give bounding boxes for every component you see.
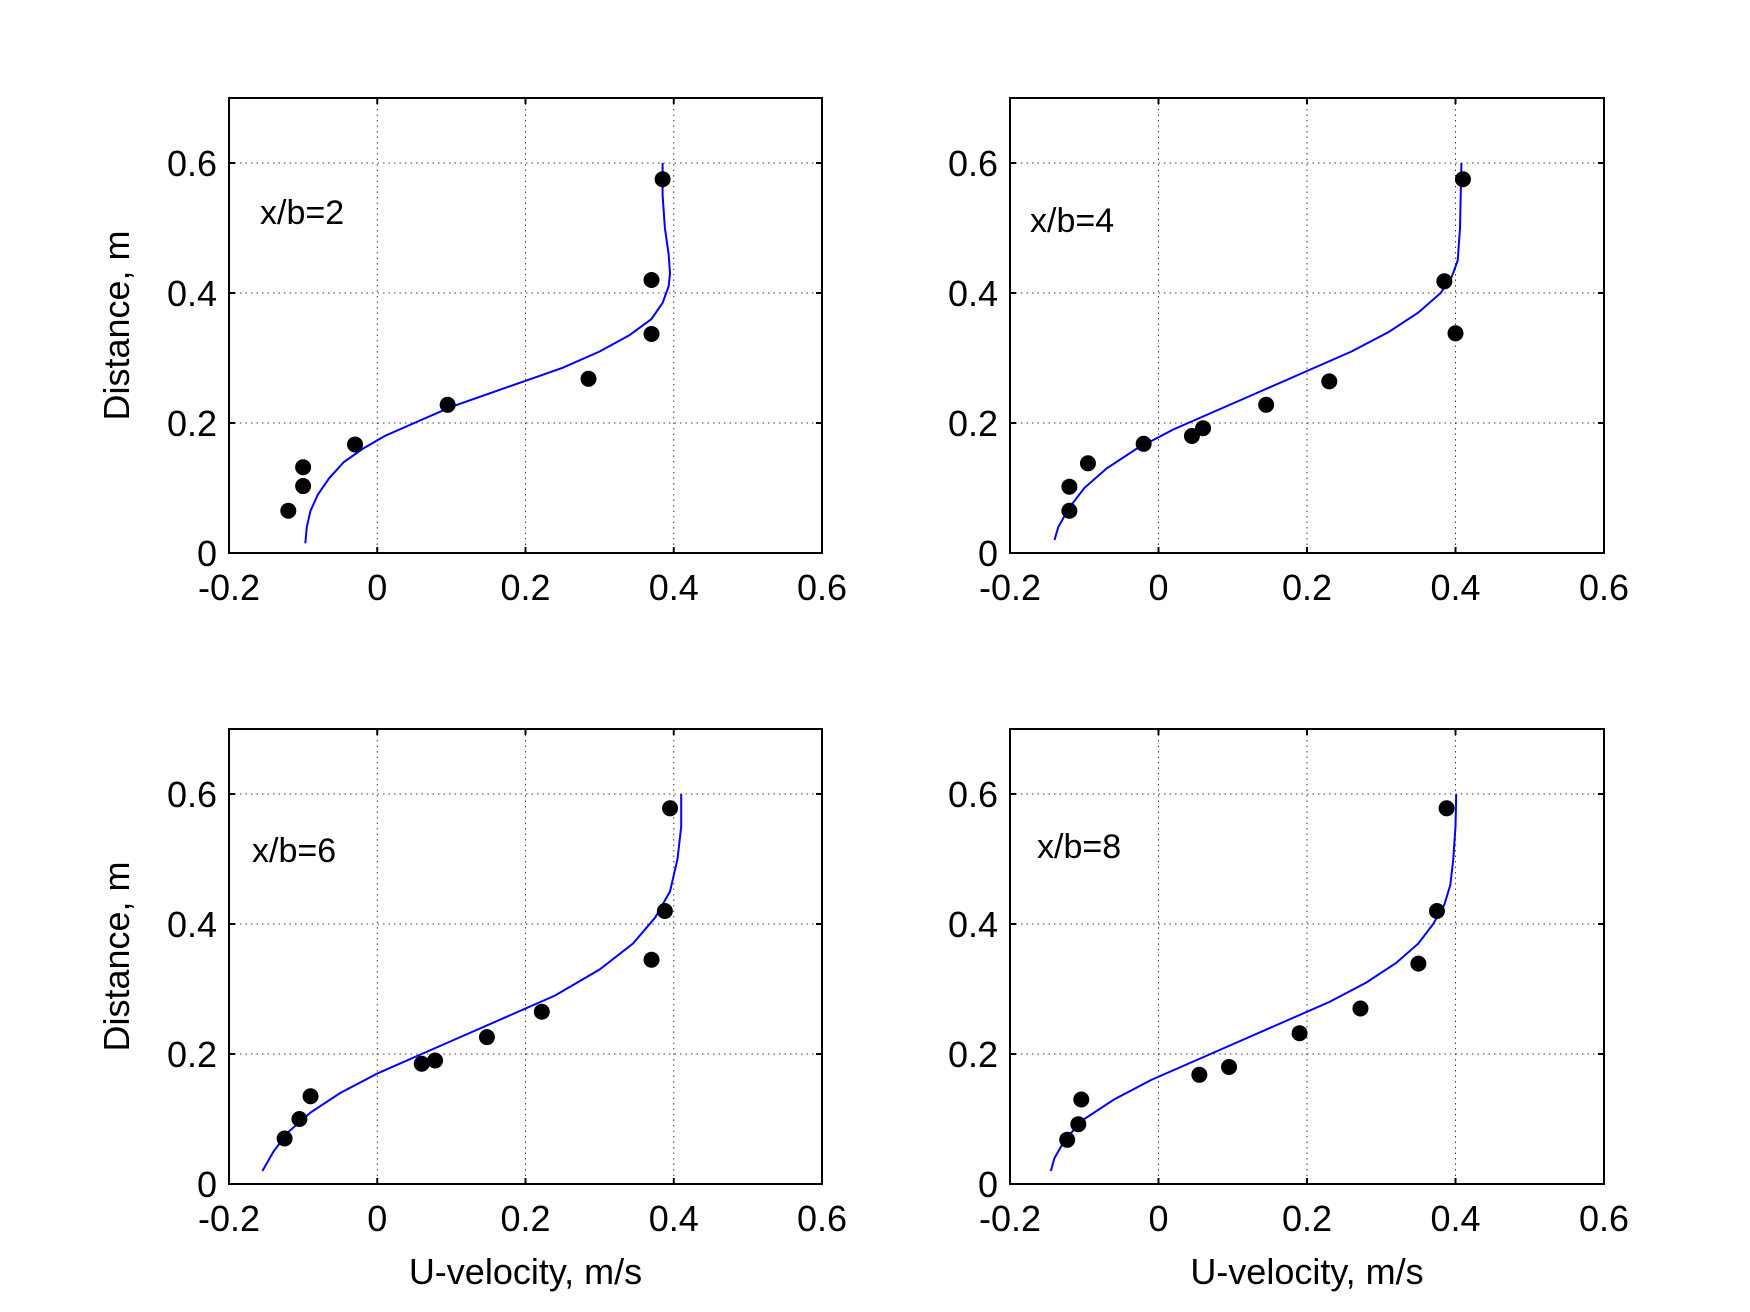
- data-point: [1352, 1000, 1369, 1017]
- y-tick-label: 0: [197, 1164, 217, 1205]
- data-point: [643, 951, 660, 968]
- panel-annotation: x/b=8: [1037, 828, 1121, 866]
- data-point: [1321, 373, 1338, 390]
- data-point: [1454, 171, 1471, 188]
- axes-box: [1009, 728, 1605, 1185]
- x-tick-label: 0.4: [1430, 567, 1480, 608]
- data-point: [302, 1088, 319, 1105]
- y-tick-label: 0: [978, 533, 998, 574]
- panel-4: -0.2 0 0.2 0.4 0.600.20.40.6U-velocity, m/sx…: [948, 728, 1629, 1292]
- y-tick-label: 0.2: [167, 1034, 217, 1075]
- x-tick-label: -0.2: [198, 567, 260, 608]
- x-tick-label: 0.6: [797, 1198, 847, 1239]
- data-point: [1073, 1091, 1090, 1108]
- data-point: [1195, 420, 1212, 437]
- data-point: [291, 1111, 308, 1127]
- y-tick-label: 0.6: [948, 143, 998, 184]
- y-tick-label: 0.4: [948, 273, 998, 314]
- data-point: [478, 1029, 495, 1046]
- x-tick-label: 0.4: [649, 1198, 699, 1239]
- data-point: [643, 272, 660, 288]
- y-tick-label: 0: [978, 1164, 998, 1205]
- x-tick-label: 0: [367, 1198, 387, 1239]
- axes-box: [228, 97, 823, 554]
- x-tick-label: -0.2: [198, 1198, 260, 1239]
- x-tick-label: 0: [1148, 1198, 1168, 1239]
- x-axis-title: U-velocity, m/s: [409, 1251, 642, 1292]
- y-tick-label: 0.6: [948, 774, 998, 815]
- data-point: [662, 800, 679, 817]
- x-axis-title: U-velocity, m/s: [1190, 1251, 1423, 1292]
- data-point: [1428, 903, 1445, 919]
- data-point: [295, 478, 312, 495]
- data-point: [347, 436, 364, 453]
- y-tick-label: 0.2: [167, 403, 217, 444]
- y-axis-title: Distance, m: [96, 861, 137, 1051]
- y-tick-label: 0.6: [167, 774, 217, 815]
- x-tick-label: -0.2: [979, 567, 1041, 608]
- data-point: [1061, 502, 1078, 519]
- x-tick-label: 0.4: [649, 567, 699, 608]
- panel-annotation: x/b=4: [1030, 202, 1114, 240]
- axes-box: [228, 728, 823, 1185]
- data-point: [280, 502, 297, 519]
- data-point: [656, 903, 673, 919]
- x-tick-label: 0.6: [797, 567, 847, 608]
- data-point: [1059, 1131, 1076, 1148]
- data-point: [1061, 478, 1078, 495]
- data-point: [533, 1003, 550, 1020]
- data-point: [1191, 1066, 1208, 1083]
- data-point: [295, 459, 312, 476]
- data-point: [413, 1055, 430, 1072]
- y-tick-label: 0.2: [948, 403, 998, 444]
- model-profile-line: [304, 163, 672, 544]
- x-tick-label: 0.6: [1579, 1198, 1629, 1239]
- x-tick-label: 0.2: [500, 1198, 550, 1239]
- data-point: [1135, 435, 1152, 452]
- x-tick-label: 0.6: [1579, 567, 1629, 608]
- panel-2: -0.2 0 0.2 0.4 0.600.20.40.6x/b=4: [948, 97, 1629, 608]
- data-point: [1410, 955, 1427, 972]
- data-point: [439, 396, 456, 413]
- axes-box: [1009, 97, 1605, 554]
- x-tick-label: -0.2: [979, 1198, 1041, 1239]
- panel-annotation: x/b=6: [252, 832, 336, 870]
- data-point: [1258, 396, 1275, 413]
- x-tick-label: 0.4: [1430, 1198, 1480, 1239]
- data-point: [1438, 800, 1455, 817]
- data-point: [427, 1052, 444, 1069]
- x-tick-label: 0.2: [1282, 567, 1332, 608]
- y-tick-label: 0.6: [167, 143, 217, 184]
- x-tick-label: 0: [1148, 567, 1168, 608]
- y-tick-label: 0.4: [167, 904, 217, 945]
- data-point: [1221, 1059, 1238, 1075]
- data-point: [1447, 325, 1464, 342]
- data-point: [1183, 428, 1200, 444]
- panel-3: -0.2 0 0.2 0.4 0.600.20.40.6U-velocity, m/sD…: [96, 728, 847, 1292]
- model-profile-line: [1053, 162, 1463, 541]
- x-tick-label: 0.2: [1282, 1198, 1332, 1239]
- data-point: [654, 171, 671, 188]
- data-point: [1436, 273, 1453, 290]
- data-point: [1070, 1116, 1087, 1133]
- data-point: [1291, 1025, 1308, 1042]
- panel-annotation: x/b=2: [260, 194, 344, 232]
- y-tick-label: 0.2: [948, 1034, 998, 1075]
- y-axis-title: Distance, m: [96, 230, 137, 420]
- x-tick-label: 0: [367, 567, 387, 608]
- data-point: [643, 325, 660, 342]
- data-point: [276, 1130, 293, 1147]
- y-tick-label: 0.4: [948, 904, 998, 945]
- y-tick-label: 0: [197, 533, 217, 574]
- data-point: [580, 370, 597, 387]
- x-tick-label: 0.2: [500, 567, 550, 608]
- data-point: [1079, 455, 1096, 472]
- y-tick-label: 0.4: [167, 273, 217, 314]
